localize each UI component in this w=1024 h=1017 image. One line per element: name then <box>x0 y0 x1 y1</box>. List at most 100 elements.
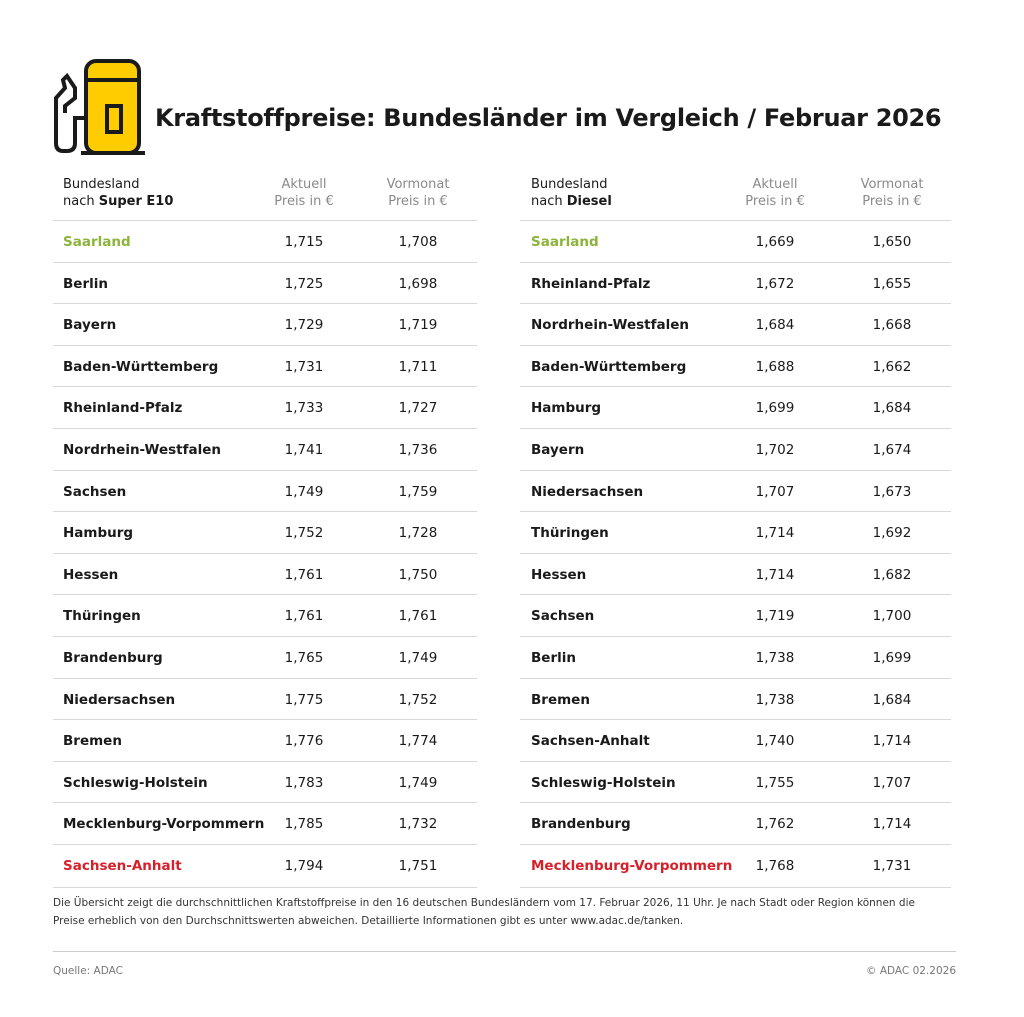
state-name: Brandenburg <box>63 650 163 666</box>
price-previous: 1,750 <box>398 566 438 583</box>
price-previous: 1,650 <box>872 234 912 250</box>
price-current: 1,776 <box>284 733 324 750</box>
state-name: Rheinland-Pfalz <box>63 400 183 417</box>
price-previous: 1,731 <box>872 858 912 874</box>
price-current: 1,741 <box>284 442 324 458</box>
price-current: 1,733 <box>284 400 324 417</box>
divider <box>53 951 956 952</box>
price-previous: 1,752 <box>398 691 438 708</box>
table-row: Saarland 1,669 1,650 <box>520 220 951 263</box>
table-row: Bremen 1,776 1,774 <box>53 719 477 762</box>
state-name: Saarland <box>531 234 599 250</box>
table-row: Sachsen-Anhalt 1,794 1,751 <box>53 844 477 888</box>
price-current: 1,738 <box>755 650 795 666</box>
header-line: Bundesland <box>531 177 608 192</box>
table-row: Bayern 1,729 1,719 <box>53 303 477 346</box>
state-name: Nordrhein-Westfalen <box>531 317 689 334</box>
price-previous: 1,684 <box>872 691 912 708</box>
price-current: 1,707 <box>755 483 795 500</box>
header-line: Vormonat <box>386 177 450 192</box>
state-name: Nordrhein-Westfalen <box>63 442 221 458</box>
footnote-line: Preise erheblich von den Durchschnittswe… <box>53 915 684 927</box>
price-previous: 1,708 <box>398 234 438 250</box>
price-current: 1,749 <box>284 483 324 500</box>
state-name: Schleswig-Holstein <box>63 774 208 791</box>
source: Quelle: ADAC <box>53 965 123 977</box>
price-previous: 1,655 <box>872 275 912 292</box>
table-row: Saarland 1,715 1,708 <box>53 220 477 263</box>
state-name: Bremen <box>531 691 590 708</box>
price-previous: 1,662 <box>872 358 912 375</box>
table-row: Hessen 1,761 1,750 <box>53 552 477 596</box>
price-current: 1,714 <box>755 566 795 583</box>
state-name: Rheinland-Pfalz <box>531 275 651 292</box>
state-name: Sachsen <box>63 483 127 500</box>
state-name: Saarland <box>63 234 131 250</box>
state-name: Baden-Württemberg <box>531 358 687 375</box>
price-previous: 1,692 <box>872 525 912 542</box>
state-name: Bayern <box>63 317 117 334</box>
price-current: 1,752 <box>284 525 324 542</box>
table-row: Nordrhein-Westfalen 1,684 1,668 <box>520 303 951 346</box>
state-name: Mecklenburg-Vorpommern <box>531 858 733 874</box>
state-name: Schleswig-Holstein <box>531 774 676 791</box>
state-name: Bayern <box>531 442 585 458</box>
header-line: Preis in € <box>862 194 922 209</box>
price-previous: 1,684 <box>872 400 912 417</box>
price-current: 1,688 <box>755 358 795 375</box>
header-bold: Super E10 <box>98 194 174 209</box>
table-row: Hessen 1,714 1,682 <box>520 552 951 596</box>
price-previous: 1,714 <box>872 733 912 750</box>
table-row: Hamburg 1,752 1,728 <box>53 511 477 554</box>
price-current: 1,740 <box>755 733 795 750</box>
state-name: Berlin <box>63 275 108 292</box>
price-current: 1,765 <box>284 650 324 666</box>
title: Kraftstoffpreise: Bundesländer im Vergle… <box>155 104 942 132</box>
price-previous: 1,732 <box>398 816 438 833</box>
table-row: Nordrhein-Westfalen 1,741 1,736 <box>53 428 477 471</box>
table-row: Baden-Württemberg 1,688 1,662 <box>520 344 951 388</box>
price-previous: 1,674 <box>872 442 912 458</box>
table-row: Hamburg 1,699 1,684 <box>520 386 951 429</box>
table-row: Schleswig-Holstein 1,783 1,749 <box>53 760 477 804</box>
price-previous: 1,728 <box>398 525 438 542</box>
price-current: 1,761 <box>284 566 324 583</box>
price-current: 1,785 <box>284 816 324 833</box>
table-row: Thüringen 1,714 1,692 <box>520 511 951 554</box>
header-line: Bundesland <box>63 177 140 192</box>
header-line: Aktuell <box>281 177 327 192</box>
table-row: Niedersachsen 1,707 1,673 <box>520 469 951 513</box>
table-row: Rheinland-Pfalz 1,672 1,655 <box>520 261 951 305</box>
price-current: 1,794 <box>284 858 324 874</box>
column-header: Vormonat Preis in € <box>387 176 450 210</box>
price-previous: 1,719 <box>398 317 438 334</box>
price-current: 1,729 <box>284 317 324 334</box>
table-row: Mecklenburg-Vorpommern 1,768 1,731 <box>520 844 951 888</box>
column-header: Bundesland nach Super E10 <box>63 176 173 210</box>
price-previous: 1,700 <box>872 608 912 625</box>
price-previous: 1,668 <box>872 317 912 334</box>
column-header: Bundesland nach Diesel <box>531 176 612 210</box>
header-bold: Diesel <box>566 194 612 209</box>
price-current: 1,762 <box>755 816 795 833</box>
state-name: Hamburg <box>63 525 134 542</box>
table-row: Sachsen-Anhalt 1,740 1,714 <box>520 719 951 762</box>
column-header: Aktuell Preis in € <box>745 176 804 210</box>
state-name: Bremen <box>63 733 122 750</box>
table-row: Bayern 1,702 1,674 <box>520 428 951 471</box>
table-row: Niedersachsen 1,775 1,752 <box>53 677 477 721</box>
price-current: 1,719 <box>755 608 795 625</box>
table-row: Thüringen 1,761 1,761 <box>53 594 477 637</box>
state-name: Thüringen <box>531 525 609 542</box>
table-row: Bremen 1,738 1,684 <box>520 677 951 721</box>
table-row: Brandenburg 1,765 1,749 <box>53 636 477 679</box>
table-row: Sachsen 1,719 1,700 <box>520 594 951 637</box>
state-name: Niedersachsen <box>531 483 644 500</box>
price-current: 1,702 <box>755 442 795 458</box>
header-line: Preis in € <box>388 194 448 209</box>
price-previous: 1,698 <box>398 275 438 292</box>
header-line: Vormonat <box>860 177 924 192</box>
state-name: Thüringen <box>63 608 141 625</box>
state-name: Hamburg <box>531 400 602 417</box>
